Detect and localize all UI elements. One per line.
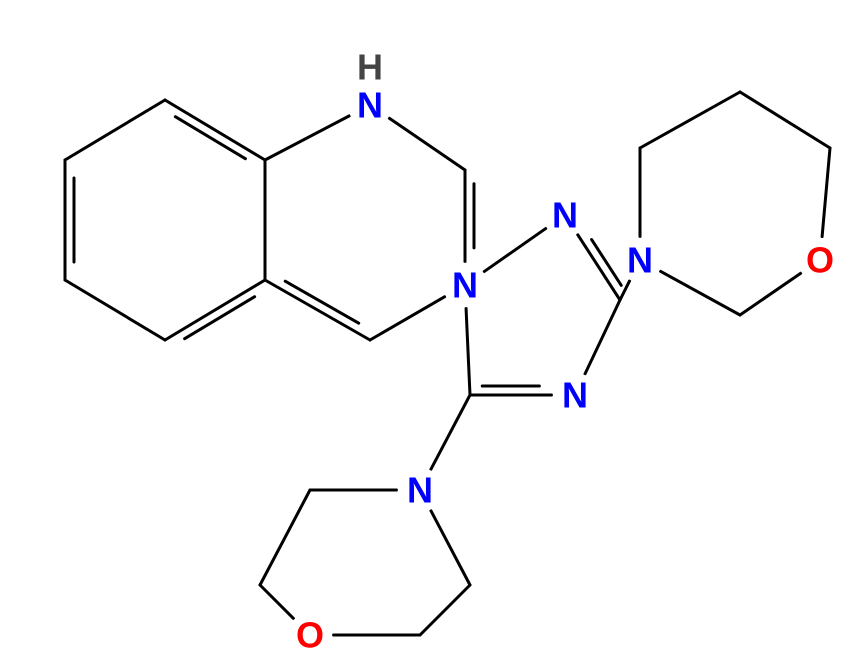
atom-label-H: H <box>357 47 383 88</box>
bond <box>175 117 245 159</box>
bond <box>185 297 255 339</box>
bond <box>466 308 470 395</box>
bond <box>165 280 265 340</box>
bond <box>661 271 741 315</box>
atom-label-N: N <box>452 265 478 306</box>
atom-label-N: N <box>562 375 588 416</box>
bond <box>431 395 470 469</box>
bond <box>585 300 620 374</box>
atom-label-N: N <box>357 85 383 126</box>
bond <box>578 235 620 300</box>
atom-label-O: O <box>296 615 324 656</box>
bond <box>265 116 349 160</box>
atom-label-N: N <box>627 240 653 281</box>
bond <box>640 92 740 148</box>
atoms-layer: NHNNNNONO <box>288 47 842 658</box>
bond <box>65 100 165 160</box>
bond <box>265 280 370 340</box>
molecule-diagram: NHNNNNONO <box>0 0 859 667</box>
bond <box>370 297 445 340</box>
bond <box>389 118 465 170</box>
bond <box>431 511 470 585</box>
bond <box>822 148 830 237</box>
bond <box>285 281 359 323</box>
bond <box>165 100 265 160</box>
bond <box>484 228 546 271</box>
bond <box>260 585 293 618</box>
bond <box>420 585 470 635</box>
atom-label-N: N <box>407 470 433 511</box>
atom-label-O: O <box>806 240 834 281</box>
bond <box>65 280 165 340</box>
bonds-layer <box>65 92 830 635</box>
bond <box>260 490 310 585</box>
atom-label-N: N <box>552 195 578 236</box>
bond <box>740 92 830 148</box>
bond <box>740 273 801 315</box>
